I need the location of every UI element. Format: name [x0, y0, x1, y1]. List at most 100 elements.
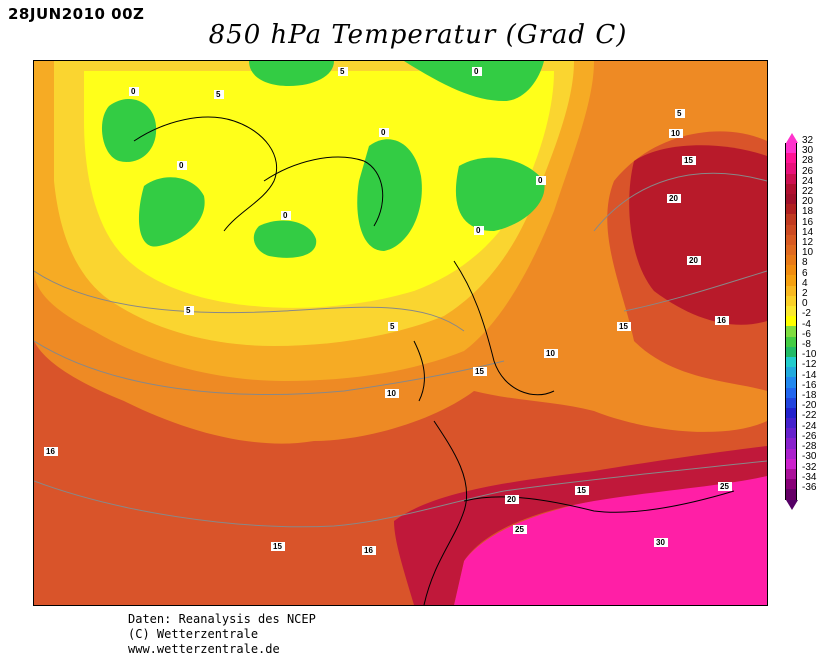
svg-text:0: 0 — [474, 67, 479, 76]
colorbar-segment — [785, 387, 797, 398]
contour-label-24: 20 — [687, 256, 701, 265]
colorbar-segment — [785, 458, 797, 469]
colorbar-segment — [785, 407, 797, 419]
colorbar-label: -24 — [802, 420, 817, 432]
svg-text:25: 25 — [720, 482, 729, 491]
colorbar-segment — [785, 428, 797, 439]
svg-text:10: 10 — [546, 349, 555, 358]
credit-line-data: Daten: Reanalysis des NCEP — [128, 612, 316, 626]
colorbar-segment — [785, 193, 797, 205]
svg-text:0: 0 — [179, 161, 184, 170]
contour-label-25: 20 — [505, 495, 519, 504]
colorbar-label: 16 — [802, 216, 814, 228]
contour-label-23: 20 — [667, 194, 681, 203]
colorbar-segment — [785, 275, 797, 286]
field-green-2 — [139, 177, 205, 247]
svg-text:16: 16 — [717, 316, 726, 325]
colorbar-label: -28 — [802, 441, 817, 453]
field-green-4 — [357, 139, 422, 251]
colorbar-segment — [785, 469, 797, 480]
contour-label-4: 0 — [474, 226, 484, 235]
colorbar-top-arrow — [786, 133, 798, 143]
svg-text:15: 15 — [684, 156, 693, 165]
colorbar-label: 12 — [802, 237, 814, 249]
colorbar-segment — [785, 204, 797, 215]
colorbar-label: -14 — [802, 369, 817, 381]
svg-text:15: 15 — [619, 322, 628, 331]
field-green-3 — [253, 220, 317, 258]
contour-label-15: 15 — [682, 156, 696, 165]
contour-label-1: 0 — [177, 161, 187, 170]
colorbar-segment — [785, 448, 797, 459]
colorbar-label: -36 — [802, 481, 817, 493]
colorbar-label: -30 — [802, 451, 817, 463]
contour-label-27: 25 — [513, 525, 527, 534]
colorbar-label: -4 — [802, 318, 811, 330]
svg-text:10: 10 — [387, 389, 396, 398]
colorbar-segment — [785, 336, 797, 347]
svg-text:20: 20 — [669, 194, 678, 203]
colorbar-segment — [785, 306, 797, 317]
colorbar — [785, 133, 799, 510]
contour-label-6: 0 — [472, 67, 482, 76]
colorbar-segment — [785, 234, 797, 245]
svg-text:0: 0 — [131, 87, 136, 96]
colorbar-label: 18 — [802, 206, 814, 218]
contour-label-16: 15 — [617, 322, 631, 331]
svg-text:5: 5 — [216, 90, 221, 99]
colorbar-label: -8 — [802, 339, 811, 351]
colorbar-label: 30 — [802, 145, 814, 157]
svg-text:0: 0 — [381, 128, 386, 137]
contour-label-18: 15 — [575, 486, 589, 495]
colorbar-label: 26 — [802, 165, 814, 177]
colorbar-labels: 32 30 28 26 24 22 20 18 16 14 12 10 8 6 4 2 0 -2 -4 -6 -8 -10… — [802, 135, 817, 493]
credit-line-website: www.wetterzentrale.de — [128, 642, 280, 656]
temperature-map: 0 0 0 0 0 0 0 5 5 5 5 5 10 10 10 15 15 1… — [33, 60, 768, 606]
colorbar-segment — [785, 214, 797, 225]
colorbar-segment — [785, 438, 797, 449]
colorbar-label: 2 — [802, 288, 808, 300]
colorbar-segment — [785, 316, 797, 327]
contour-label-19: 15 — [271, 542, 285, 551]
svg-text:15: 15 — [273, 542, 282, 551]
contour-label-17: 15 — [473, 367, 487, 376]
colorbar-segment — [785, 295, 797, 306]
colorbar-label: 6 — [802, 267, 808, 279]
svg-text:5: 5 — [340, 67, 345, 76]
colorbar-segment — [785, 244, 797, 256]
contour-label-3: 0 — [379, 128, 389, 137]
colorbar-label: -6 — [802, 328, 811, 340]
colorbar-segment — [785, 163, 797, 174]
map-title: 850 hPa Temperatur (Grad C) — [208, 20, 628, 50]
svg-text:20: 20 — [689, 256, 698, 265]
svg-text:10: 10 — [671, 129, 680, 138]
svg-text:5: 5 — [186, 306, 191, 315]
colorbar-segment — [785, 326, 797, 337]
contour-label-10: 5 — [388, 322, 398, 331]
colorbar-label: 4 — [802, 277, 808, 289]
colorbar-segment — [785, 255, 797, 266]
colorbar-segment — [785, 346, 797, 357]
svg-text:20: 20 — [507, 495, 516, 504]
contour-label-22: 16 — [715, 316, 729, 325]
credit-line-copyright: (C) Wetterzentrale — [128, 627, 259, 641]
svg-text:25: 25 — [515, 525, 524, 534]
svg-text:5: 5 — [677, 109, 682, 118]
field-green-6 — [249, 61, 334, 86]
colorbar-segment — [785, 377, 797, 388]
contour-label-0: 0 — [129, 87, 139, 96]
field-magenta — [454, 476, 767, 605]
field-crimson-south — [394, 446, 767, 605]
colorbar-segment — [785, 489, 797, 500]
colorbar-segment — [785, 183, 797, 194]
contour-label-8: 5 — [338, 67, 348, 76]
colorbar-segment — [785, 418, 797, 429]
contour-label-7: 5 — [214, 90, 224, 99]
colorbar-label: 22 — [802, 186, 814, 198]
svg-text:0: 0 — [283, 211, 288, 220]
contour-label-28: 30 — [654, 538, 668, 547]
svg-text:5: 5 — [390, 322, 395, 331]
colorbar-label: -10 — [802, 349, 817, 361]
colorbar-label: 10 — [802, 247, 814, 259]
field-green-7 — [404, 61, 544, 101]
